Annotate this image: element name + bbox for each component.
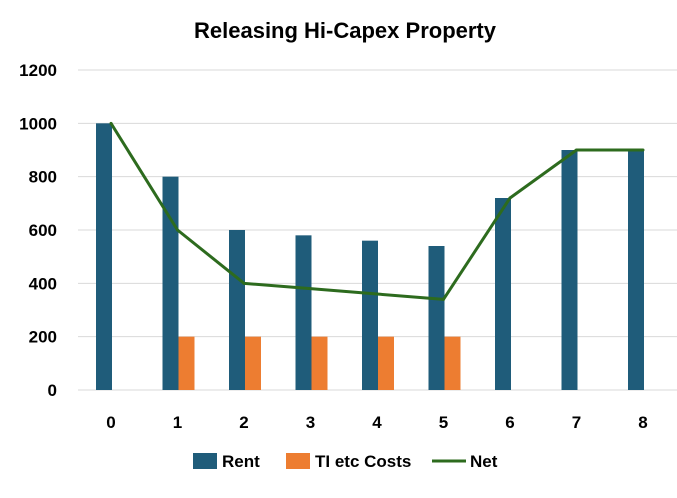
- bar-ti-costs-1: [178, 336, 195, 390]
- bar-rent-1: [162, 176, 179, 390]
- bar-rent-5: [428, 246, 445, 390]
- bar-rent-3: [295, 235, 312, 390]
- x-tick-label: 0: [106, 413, 115, 432]
- net-point-2: [242, 281, 246, 285]
- legend-label-net: Net: [470, 452, 498, 471]
- net-point-5: [442, 297, 445, 301]
- bar-rent-7: [561, 150, 578, 390]
- y-tick-label: 800: [29, 168, 57, 187]
- y-tick-label: 400: [29, 274, 57, 293]
- bar-rent-6: [495, 198, 511, 390]
- net-point-8: [641, 148, 645, 152]
- net-point-3: [309, 287, 312, 291]
- x-tick-label: 3: [306, 413, 315, 432]
- legend-label-ti-costs: TI etc Costs: [315, 452, 411, 471]
- bar-ti-costs-5: [444, 336, 461, 390]
- x-axis-ticks: 0 1 2 3 4 5 6 7 8: [106, 413, 647, 432]
- y-axis-ticks: 0 200 400 600 800 1000 1200: [19, 61, 57, 400]
- x-tick-label: 2: [239, 413, 248, 432]
- y-tick-label: 200: [29, 328, 57, 347]
- net-point-4: [375, 292, 379, 296]
- legend-swatch-ti-costs: [286, 453, 310, 469]
- net-point-7: [575, 148, 578, 152]
- legend-label-rent: Rent: [222, 452, 260, 471]
- y-tick-label: 1000: [19, 114, 57, 133]
- bar-rent-0: [96, 123, 112, 390]
- x-tick-label: 1: [173, 413, 182, 432]
- y-tick-label: 1200: [19, 61, 57, 80]
- legend-swatch-rent: [193, 453, 217, 469]
- x-tick-label: 5: [439, 413, 448, 432]
- bar-ti-costs-4: [378, 336, 394, 390]
- y-tick-label: 600: [29, 221, 57, 240]
- bar-rent-2: [229, 230, 245, 390]
- bar-rent-4: [362, 240, 378, 390]
- net-point-0: [109, 121, 113, 125]
- bars: [96, 123, 644, 390]
- legend: Rent TI etc Costs Net: [193, 452, 498, 471]
- net-point-1: [176, 228, 179, 232]
- bar-ti-costs-3: [311, 336, 328, 390]
- x-tick-label: 8: [638, 413, 647, 432]
- x-tick-label: 4: [372, 413, 382, 432]
- net-point-6: [508, 196, 512, 200]
- x-tick-label: 6: [505, 413, 514, 432]
- y-tick-label: 0: [48, 381, 57, 400]
- bar-ti-costs-2: [245, 336, 261, 390]
- net-line-series: [109, 121, 645, 301]
- chart-title: Releasing Hi-Capex Property: [194, 18, 497, 43]
- bar-rent-8: [628, 150, 644, 390]
- x-tick-label: 7: [572, 413, 581, 432]
